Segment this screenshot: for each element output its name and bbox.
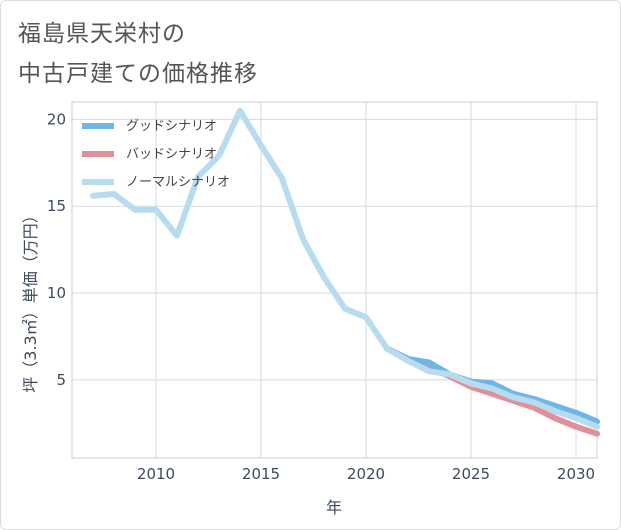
tick-labels: 2010 2015 2020 2025 2030 5 10 15 20: [47, 110, 595, 483]
y-tick-label: 20: [47, 110, 66, 128]
x-tick-label: 2025: [452, 465, 490, 483]
y-tick-label: 5: [56, 371, 66, 389]
y-axis-title: 坪（3.3㎡）単価（万円）: [21, 207, 40, 392]
x-tick-label: 2030: [557, 465, 595, 483]
series-line-3: [90, 107, 600, 430]
x-tick-label: 2020: [347, 465, 385, 483]
x-axis-title: 年: [326, 498, 342, 517]
legend-label: グッドシナリオ: [126, 119, 217, 134]
x-tick-label: 2015: [242, 465, 280, 483]
y-tick-label: 15: [47, 197, 66, 215]
chart-title-line-2: 中古戸建ての価格推移: [18, 61, 258, 87]
x-tick-label: 2010: [137, 465, 175, 483]
chart-title-line-1: 福島県天栄村の: [18, 21, 186, 47]
y-tick-label: 10: [47, 284, 66, 302]
series-lines: [90, 107, 600, 437]
legend-label: バッドシナリオ: [126, 147, 217, 162]
legend-label: ノーマルシナリオ: [126, 175, 230, 190]
series-line-1: [384, 345, 600, 425]
